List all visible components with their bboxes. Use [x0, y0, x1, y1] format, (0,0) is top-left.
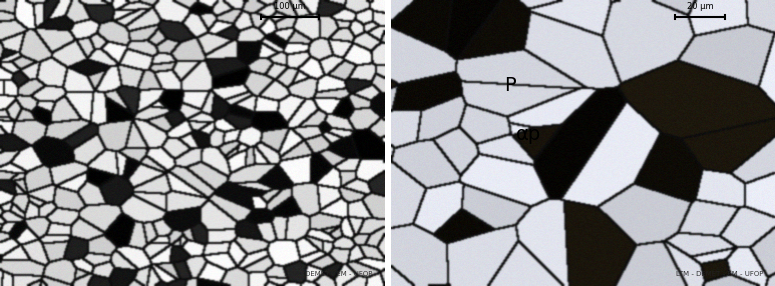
Text: 100 μm: 100 μm — [274, 3, 306, 11]
Text: 20 μm: 20 μm — [687, 3, 713, 11]
Text: P: P — [504, 76, 515, 95]
Text: αp: αp — [516, 125, 542, 144]
Text: LTM - DEMET - EM - UFOP: LTM - DEMET - EM - UFOP — [285, 271, 373, 277]
Text: LTM - DEMET - EM - UFOP: LTM - DEMET - EM - UFOP — [676, 271, 763, 277]
